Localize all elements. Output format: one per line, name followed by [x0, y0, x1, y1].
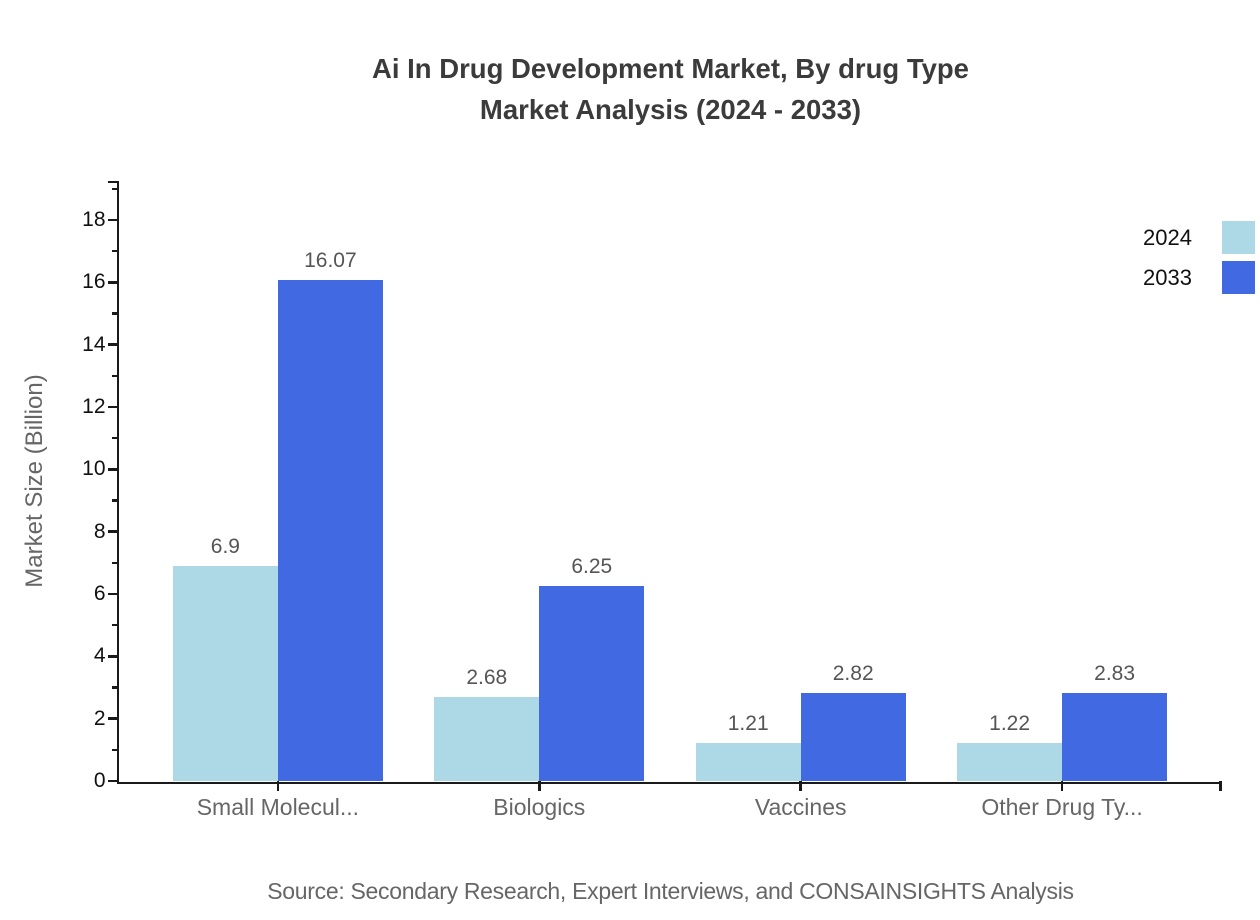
- legend-item-2033: 2033: [1143, 261, 1255, 294]
- bar-2024-4: [957, 742, 1063, 781]
- y-minor-tick: [111, 561, 119, 565]
- y-tick: [107, 281, 119, 284]
- bar-2033-3: [800, 693, 906, 781]
- legend: 2024 2033: [1143, 221, 1255, 301]
- bar-2024-3: [695, 743, 801, 781]
- bar-value-label: 16.07: [304, 249, 357, 273]
- y-minor-tick: [111, 187, 119, 191]
- bar-value-label: 6.25: [571, 555, 613, 579]
- y-tick-label: 2: [93, 706, 106, 730]
- chart-title-line1: Ai In Drug Development Market, By drug T…: [372, 53, 969, 84]
- bar-value-label: 6.9: [210, 534, 240, 558]
- bar-2033-2: [539, 586, 645, 781]
- y-tick-label: 10: [82, 457, 106, 481]
- y-tick: [107, 655, 119, 658]
- y-tick: [107, 717, 119, 720]
- y-minor-tick: [111, 686, 119, 689]
- y-tick: [107, 779, 119, 783]
- y-tick-label: 8: [93, 519, 106, 543]
- x-tick-label: Other Drug Ty...: [981, 794, 1143, 820]
- y-minor-tick: [111, 748, 119, 752]
- x-tick-label: Biologics: [493, 794, 586, 820]
- plot-area: 0 2 4 6 8 10 12 14 16 18 Small Molecul... 6.9 16.07 B…: [82, 180, 1222, 820]
- chart-title: Ai In Drug Development Market, By drug T…: [119, 48, 1222, 130]
- y-minor-tick: [111, 374, 119, 378]
- y-tick-label: 16: [82, 270, 106, 294]
- y-tick: [107, 592, 119, 596]
- y-axis-end-tick: [107, 180, 119, 184]
- x-tick: [538, 781, 541, 791]
- chart-title-line2: Market Analysis (2024 - 2033): [479, 94, 862, 125]
- y-tick-label: 18: [82, 208, 106, 231]
- y-minor-tick: [111, 249, 119, 253]
- y-tick: [107, 405, 119, 409]
- x-tick: [1060, 781, 1064, 791]
- x-axis-end-tick: [1219, 781, 1222, 791]
- x-tick-label: Vaccines: [754, 794, 847, 820]
- y-tick: [107, 530, 119, 533]
- y-minor-tick: [111, 499, 119, 502]
- bar-2033-4: [1062, 692, 1168, 781]
- bar-value-label: 1.22: [989, 711, 1031, 735]
- bar-value-label: 2.82: [832, 662, 874, 686]
- bar-value-label: 2.83: [1094, 661, 1136, 685]
- x-tick-label: Small Molecul...: [196, 794, 360, 820]
- legend-label-2033: 2033: [1143, 265, 1192, 290]
- y-tick-label: 12: [82, 395, 106, 418]
- bar-value-label: 1.21: [727, 712, 769, 736]
- y-tick: [107, 468, 119, 471]
- y-minor-tick: [111, 312, 119, 315]
- legend-swatch-2024: [1222, 221, 1255, 254]
- bar-2024-2: [434, 697, 540, 781]
- y-tick: [107, 343, 119, 346]
- x-tick: [276, 781, 280, 791]
- bar-2024-1: [172, 565, 278, 781]
- y-minor-tick: [111, 436, 119, 440]
- legend-label-2024: 2024: [1143, 225, 1192, 250]
- y-tick-label: 14: [82, 332, 106, 356]
- source-note: Source: Secondary Research, Expert Inter…: [267, 878, 1074, 904]
- x-tick: [799, 781, 802, 791]
- y-tick: [107, 218, 119, 222]
- legend-item-2024: 2024: [1143, 221, 1255, 254]
- bar-value-label: 2.68: [466, 666, 508, 690]
- y-tick-label: 4: [93, 644, 106, 668]
- bar-2033-1: [277, 280, 383, 781]
- y-minor-tick: [111, 623, 119, 627]
- y-tick-label: 6: [93, 582, 106, 605]
- legend-swatch-2033: [1222, 261, 1255, 294]
- y-tick-label: 0: [93, 769, 106, 792]
